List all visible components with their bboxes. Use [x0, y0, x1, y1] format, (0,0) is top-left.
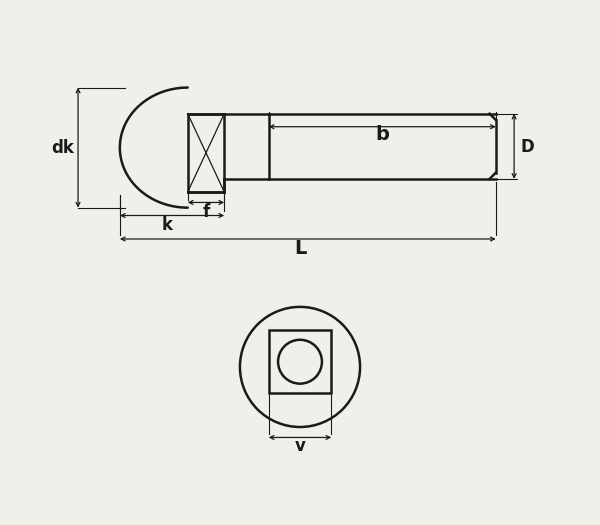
Bar: [269, 330, 331, 393]
Text: dk: dk: [51, 139, 74, 156]
Text: D: D: [520, 138, 534, 155]
Text: L: L: [294, 239, 306, 258]
Text: f: f: [202, 203, 209, 221]
Text: b: b: [376, 125, 389, 144]
Text: v: v: [295, 437, 305, 455]
Text: k: k: [161, 216, 172, 234]
